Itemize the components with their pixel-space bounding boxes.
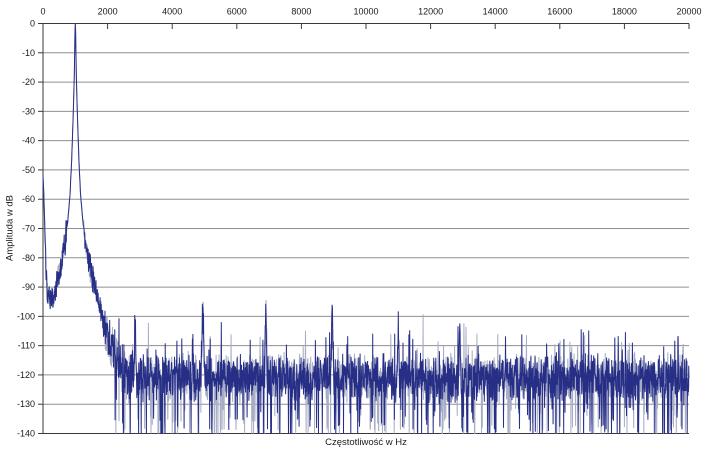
x-tick-label: 0	[40, 7, 45, 17]
y-tick-label: -60	[22, 194, 35, 204]
y-tick-label: -120	[17, 370, 35, 380]
y-axis-title: Amplituda w dB	[4, 194, 16, 262]
x-tick-label: 6000	[227, 7, 247, 17]
y-tick-label: -110	[18, 341, 35, 351]
y-tick-label: -50	[22, 165, 35, 175]
x-tick-label: 18000	[612, 7, 637, 17]
y-tick-label: -140	[17, 429, 35, 439]
y-tick-label: -80	[22, 253, 35, 263]
spectrum-trace	[42, 23, 690, 434]
y-tick-label: -100	[17, 311, 35, 321]
y-tick-label: -30	[22, 106, 35, 116]
y-tick-label: -130	[17, 399, 35, 409]
x-tick-label: 2000	[98, 7, 118, 17]
y-tick-label: -70	[22, 224, 35, 234]
y-tick-label: 0	[30, 19, 35, 29]
x-tick-label: 20000	[676, 7, 701, 17]
y-tick-label: -90	[22, 282, 35, 292]
x-axis-title: Częstotliwość w Hz	[325, 437, 407, 448]
x-tick-label: 8000	[291, 7, 311, 17]
y-tick-label: -40	[22, 136, 35, 146]
x-tick-label: 4000	[162, 7, 182, 17]
y-tick-label: -10	[22, 48, 35, 58]
x-tick-label: 12000	[418, 7, 443, 17]
x-tick-label: 14000	[483, 7, 508, 17]
y-tick-label: -20	[22, 77, 35, 87]
x-tick-label: 16000	[547, 7, 572, 17]
x-tick-label: 10000	[353, 7, 378, 17]
